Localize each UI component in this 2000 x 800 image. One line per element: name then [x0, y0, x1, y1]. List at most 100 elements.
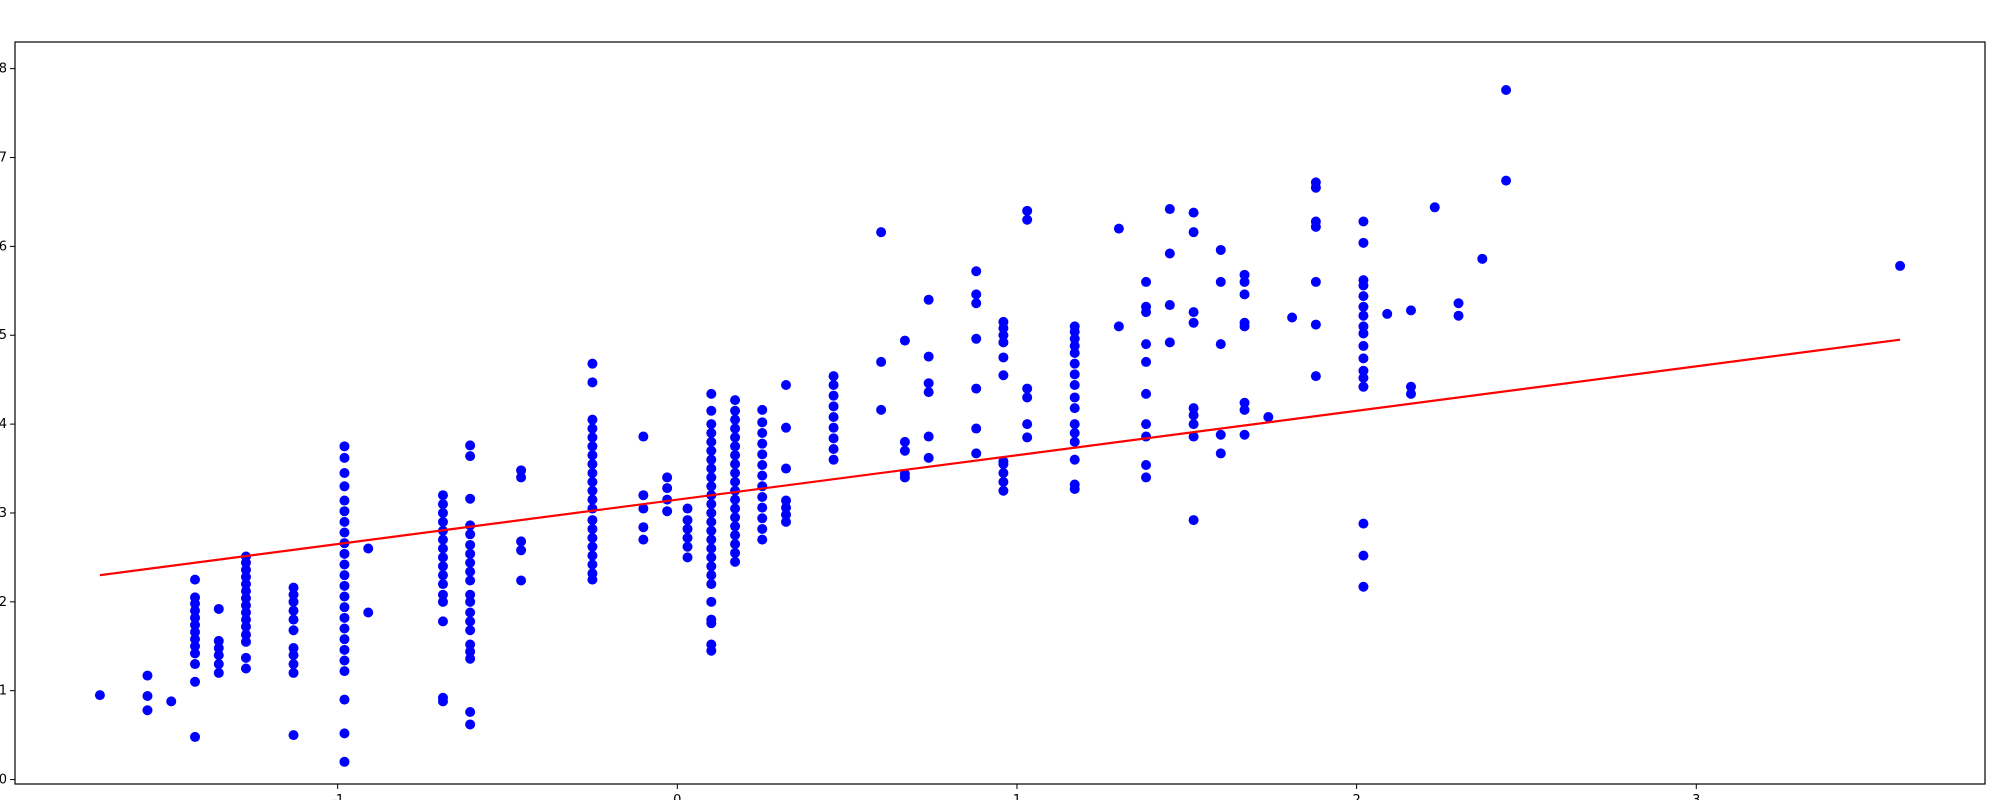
data-point [587, 550, 598, 561]
data-point [1141, 472, 1152, 483]
plot-frame [14, 41, 1986, 785]
data-point [682, 523, 693, 534]
data-point [1069, 369, 1080, 380]
data-point [706, 507, 717, 518]
data-point [828, 411, 839, 422]
data-point [1069, 479, 1080, 490]
data-point [437, 616, 448, 627]
data-point [1141, 276, 1152, 287]
data-point [730, 450, 741, 461]
data-point [1239, 289, 1250, 300]
data-point [1069, 380, 1080, 391]
data-point [437, 507, 448, 518]
y-tick-label: 8 [0, 62, 7, 77]
data-point [587, 377, 598, 388]
data-point [587, 515, 598, 526]
data-point [190, 634, 201, 645]
data-point [339, 644, 350, 655]
data-point [587, 423, 598, 434]
data-point [1164, 204, 1175, 215]
data-point [339, 623, 350, 634]
data-point [516, 465, 527, 476]
data-point [730, 405, 741, 416]
data-point [1188, 307, 1199, 318]
data-point [682, 532, 693, 543]
data-point [1022, 383, 1033, 394]
data-point [781, 495, 792, 506]
data-point [1239, 276, 1250, 287]
y-tick-label: 0 [0, 773, 7, 788]
data-point [1310, 371, 1321, 382]
data-point [828, 380, 839, 391]
data-point [730, 521, 741, 532]
data-point [1358, 381, 1369, 392]
data-point [1022, 214, 1033, 225]
data-point [516, 536, 527, 547]
data-point [730, 476, 741, 487]
data-point [730, 494, 741, 505]
data-point [1069, 358, 1080, 369]
data-point [923, 351, 934, 362]
data-point [339, 634, 350, 645]
data-point [240, 586, 251, 597]
data-point [706, 561, 717, 572]
data-point [465, 440, 476, 451]
data-point [288, 596, 299, 607]
data-point [730, 423, 741, 434]
data-point [757, 534, 768, 545]
data-point [730, 539, 741, 550]
data-point [465, 566, 476, 577]
data-point [757, 502, 768, 513]
y-tick-label: 4 [0, 417, 7, 432]
data-point [730, 530, 741, 541]
data-point [899, 335, 910, 346]
data-point [1164, 248, 1175, 259]
data-point [706, 427, 717, 438]
data-point [971, 298, 982, 309]
data-point [213, 659, 224, 670]
data-point [437, 543, 448, 554]
data-point [1141, 388, 1152, 399]
data-point [1405, 388, 1416, 399]
data-point [190, 605, 201, 616]
data-point [971, 289, 982, 300]
data-point [190, 676, 201, 687]
data-point [757, 523, 768, 534]
data-point [587, 476, 598, 487]
data-point [1358, 328, 1369, 339]
data-point [1141, 431, 1152, 442]
data-point [587, 441, 598, 452]
data-point [998, 316, 1009, 327]
data-point [190, 627, 201, 638]
data-point [638, 534, 649, 545]
data-point [1141, 301, 1152, 312]
data-point [998, 467, 1009, 478]
data-point [899, 436, 910, 447]
data-point [363, 607, 374, 618]
data-point [516, 545, 527, 556]
data-point [587, 485, 598, 496]
data-point [1501, 84, 1512, 95]
data-point [1022, 432, 1033, 443]
data-point [757, 513, 768, 524]
data-point [730, 395, 741, 406]
data-point [190, 619, 201, 630]
data-point [465, 707, 476, 718]
data-point [923, 294, 934, 305]
data-point [587, 459, 598, 470]
data-point [1358, 291, 1369, 302]
data-point [363, 543, 374, 554]
x-tick-label: 1 [1013, 793, 1021, 800]
data-point [339, 655, 350, 666]
data-point [1164, 300, 1175, 311]
data-point [781, 422, 792, 433]
y-tick-label: 6 [0, 239, 7, 254]
data-point [240, 579, 251, 590]
data-point [1358, 581, 1369, 592]
data-point [1188, 207, 1199, 218]
data-point [1188, 227, 1199, 238]
data-point [730, 512, 741, 523]
regression-line-layer [99, 338, 1901, 577]
data-point [1069, 321, 1080, 332]
data-point [587, 358, 598, 369]
